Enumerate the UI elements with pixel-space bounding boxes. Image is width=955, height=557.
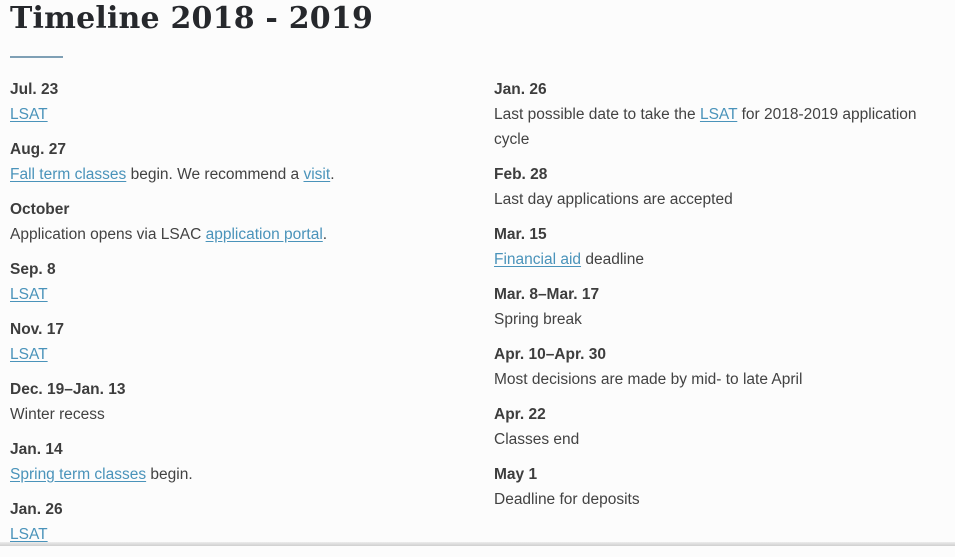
timeline-entry: Apr. 10–Apr. 30 Most decisions are made b…: [494, 342, 945, 392]
timeline-column-left: Jul. 23 LSAT Aug. 27 Fall term classes begi…: [10, 77, 494, 557]
entry-text: deadline: [581, 250, 644, 268]
entry-description: Winter recess: [10, 402, 494, 427]
entry-date: Feb. 28: [494, 165, 548, 183]
timeline-entry: Mar. 8–Mar. 17 Spring break: [494, 282, 945, 332]
entry-link[interactable]: LSAT: [10, 525, 48, 543]
entry-link[interactable]: Fall term classes: [10, 165, 127, 183]
page-title: Timeline 2018 - 2019: [10, 1, 374, 36]
timeline-entry: Apr. 22 Classes end: [494, 402, 945, 452]
timeline-entry: Feb. 28 Last day applications are accepte…: [494, 162, 945, 212]
timeline-columns: Jul. 23 LSAT Aug. 27 Fall term classes begi…: [10, 77, 945, 557]
entry-date: Mar. 8–Mar. 17: [494, 285, 600, 303]
entry-link[interactable]: Financial aid: [494, 250, 582, 268]
timeline-entry: Aug. 27 Fall term classes begin. We recom…: [10, 137, 494, 187]
entry-description: Deadline for deposits: [494, 487, 945, 512]
entry-date: October: [10, 200, 70, 218]
bottom-edge-bar: [0, 542, 955, 546]
timeline-entry: Sep. 8 LSAT: [10, 257, 494, 307]
timeline-entry: May 1 Deadline for deposits: [494, 462, 945, 512]
entry-text: .: [330, 165, 335, 183]
timeline-entry: Jul. 23 LSAT: [10, 77, 494, 127]
entry-text: Application opens via LSAC: [10, 225, 206, 243]
entry-text: Deadline for deposits: [494, 490, 640, 508]
entry-link[interactable]: LSAT: [699, 105, 738, 123]
entry-link[interactable]: LSAT: [10, 105, 48, 123]
timeline-entry: Jan. 26 LSAT: [10, 497, 494, 547]
timeline-entry: Nov. 17 LSAT: [10, 317, 494, 367]
entry-date: Mar. 15: [494, 225, 547, 243]
entry-description: Last day applications are accepted: [494, 187, 945, 212]
entry-date: Jan. 26: [494, 80, 547, 98]
timeline-entry: Jan. 26 Last possible date to take the LS…: [494, 77, 945, 152]
entry-text: Spring break: [494, 310, 582, 328]
entry-text: begin. We recommend a: [126, 165, 304, 183]
entry-link[interactable]: Spring term classes: [10, 465, 147, 483]
entry-description: LSAT: [10, 522, 494, 547]
entry-description: LSAT: [10, 282, 494, 307]
entry-text: begin.: [146, 465, 193, 483]
entry-date: Apr. 10–Apr. 30: [494, 345, 607, 363]
entry-text: Last day applications are accepted: [494, 190, 733, 208]
entry-date: Jan. 26: [10, 500, 63, 518]
entry-description: LSAT: [10, 102, 494, 127]
entry-link[interactable]: application portal: [205, 225, 323, 243]
entry-date: Jan. 14: [10, 440, 63, 458]
timeline-entry: Jan. 14 Spring term classes begin.: [10, 437, 494, 487]
entry-description: Financial aid deadline: [494, 247, 945, 272]
entry-text: .: [322, 225, 328, 243]
entry-link[interactable]: LSAT: [10, 345, 48, 363]
entry-text: for 2018-2019 application cycle: [494, 105, 917, 148]
entry-text: Classes end: [494, 430, 580, 448]
entry-description: Spring break: [494, 307, 945, 332]
title-divider: [10, 55, 63, 58]
entry-date: Aug. 27: [10, 140, 66, 158]
entry-link[interactable]: visit: [303, 165, 331, 183]
entry-description: Spring term classes begin.: [10, 462, 494, 487]
timeline-entry: October Application opens via LSAC applic…: [10, 197, 494, 247]
entry-description: LSAT: [10, 342, 494, 367]
entry-date: Apr. 22: [494, 405, 546, 423]
entry-link[interactable]: LSAT: [10, 285, 48, 303]
timeline-column-right: Jan. 26 Last possible date to take the LS…: [494, 77, 945, 557]
entry-description: Classes end: [494, 427, 945, 452]
entry-date: May 1: [494, 465, 538, 483]
entry-text: Most decisions are made by mid- to late …: [494, 370, 803, 388]
entry-description: Most decisions are made by mid- to late …: [494, 367, 945, 392]
entry-text: Winter recess: [10, 405, 105, 423]
entry-date: Dec. 19–Jan. 13: [10, 380, 126, 398]
entry-date: Sep. 8: [10, 260, 56, 278]
entry-text: Last possible date to take the: [494, 105, 700, 123]
timeline-entry: Mar. 15 Financial aid deadline: [494, 222, 945, 272]
timeline-entry: Dec. 19–Jan. 13 Winter recess: [10, 377, 494, 427]
entry-date: Nov. 17: [10, 320, 64, 338]
entry-date: Jul. 23: [10, 80, 59, 98]
entry-description: Application opens via LSAC application p…: [10, 222, 494, 247]
entry-description: Fall term classes begin. We recommend a …: [10, 162, 494, 187]
entry-description: Last possible date to take the LSAT for …: [494, 102, 945, 152]
